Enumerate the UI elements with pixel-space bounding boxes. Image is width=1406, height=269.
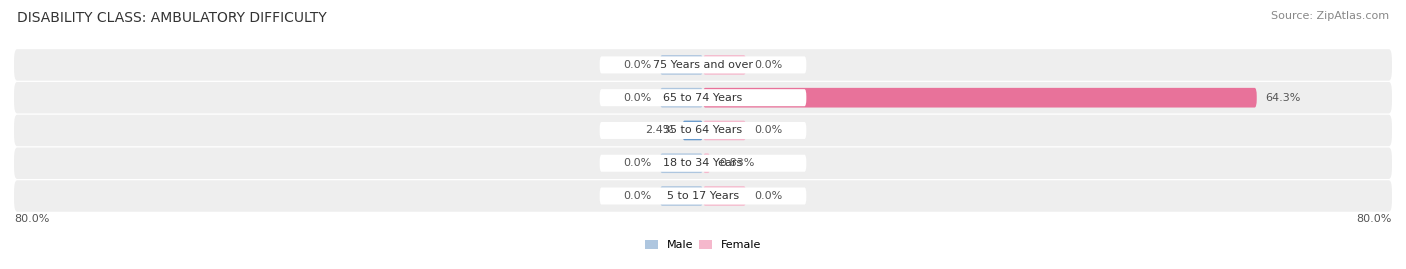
Text: 0.0%: 0.0% [623,60,651,70]
Text: DISABILITY CLASS: AMBULATORY DIFFICULTY: DISABILITY CLASS: AMBULATORY DIFFICULTY [17,11,326,25]
Text: 0.0%: 0.0% [623,158,651,168]
Text: 0.0%: 0.0% [755,60,783,70]
FancyBboxPatch shape [14,49,1392,81]
FancyBboxPatch shape [703,55,747,75]
Text: 75 Years and over: 75 Years and over [652,60,754,70]
FancyBboxPatch shape [659,153,703,173]
FancyBboxPatch shape [599,122,807,139]
Text: 35 to 64 Years: 35 to 64 Years [664,125,742,136]
FancyBboxPatch shape [599,187,807,204]
Text: 80.0%: 80.0% [14,214,49,224]
Text: 18 to 34 Years: 18 to 34 Years [664,158,742,168]
FancyBboxPatch shape [659,186,703,206]
Text: 0.0%: 0.0% [623,93,651,103]
Text: 0.0%: 0.0% [755,125,783,136]
Text: 80.0%: 80.0% [1357,214,1392,224]
Text: 2.4%: 2.4% [645,125,673,136]
FancyBboxPatch shape [599,155,807,172]
Text: 65 to 74 Years: 65 to 74 Years [664,93,742,103]
FancyBboxPatch shape [14,82,1392,114]
FancyBboxPatch shape [703,186,747,206]
Legend: Male, Female: Male, Female [640,235,766,255]
Text: Source: ZipAtlas.com: Source: ZipAtlas.com [1271,11,1389,21]
FancyBboxPatch shape [682,121,703,140]
FancyBboxPatch shape [599,56,807,73]
Text: 0.0%: 0.0% [623,191,651,201]
Text: 0.83%: 0.83% [718,158,754,168]
FancyBboxPatch shape [703,121,747,140]
FancyBboxPatch shape [703,88,1257,108]
FancyBboxPatch shape [14,180,1392,212]
FancyBboxPatch shape [14,147,1392,179]
FancyBboxPatch shape [703,153,710,173]
FancyBboxPatch shape [599,89,807,106]
Text: 0.0%: 0.0% [755,191,783,201]
Text: 64.3%: 64.3% [1265,93,1301,103]
FancyBboxPatch shape [14,115,1392,146]
FancyBboxPatch shape [659,55,703,75]
FancyBboxPatch shape [659,88,703,108]
Text: 5 to 17 Years: 5 to 17 Years [666,191,740,201]
